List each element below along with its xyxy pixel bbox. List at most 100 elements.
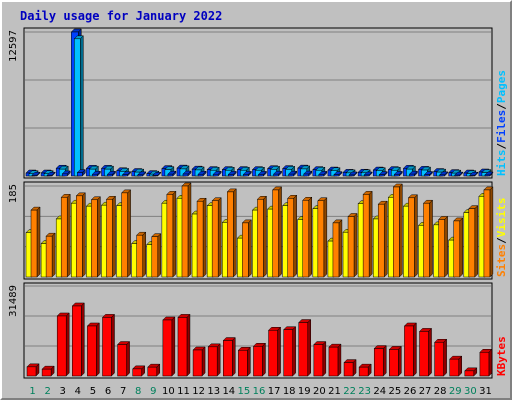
bar-sites: [393, 186, 400, 278]
legend-entry: Files: [495, 110, 508, 143]
day-label: 21: [328, 386, 341, 397]
bar-pages: [424, 174, 430, 177]
bar-sites-side: [308, 196, 312, 278]
bar-sites-side: [278, 186, 282, 278]
bar-sites-side: [353, 212, 358, 278]
bar-pages: [348, 174, 355, 177]
bar-kbytes: [358, 366, 369, 377]
bar-pages: [77, 172, 83, 177]
day-label: 8: [135, 386, 141, 397]
bar-sites: [423, 202, 430, 278]
day-label: 30: [464, 386, 477, 397]
day-label: 13: [207, 386, 220, 397]
bar-sites: [287, 198, 294, 278]
day-label: 28: [434, 386, 447, 397]
bar-sites-side: [217, 197, 222, 278]
legend-entry: /: [495, 103, 508, 110]
day-label: 26: [404, 386, 417, 397]
bar-pages: [122, 174, 128, 177]
day-label: 23: [358, 386, 371, 397]
bar-kbytes-side: [292, 326, 296, 377]
y-max-label-sites-visits: 185: [8, 184, 19, 203]
bar-sites: [377, 203, 385, 278]
bar-files: [74, 38, 81, 177]
bar-sites: [362, 194, 370, 278]
day-label: 20: [313, 386, 326, 397]
bar-kbytes: [238, 350, 248, 377]
day-label: 29: [449, 386, 462, 397]
day-label: 25: [389, 386, 402, 397]
bar-sites: [151, 236, 159, 278]
bar-sites-side: [444, 215, 448, 278]
bar-sites: [181, 185, 189, 278]
bar-kbytes-side: [322, 340, 327, 377]
bar-sites: [106, 199, 113, 278]
bar-sites: [196, 200, 204, 278]
bar-sites-side: [338, 219, 343, 278]
bar-kbytes: [343, 362, 354, 377]
bar-sites-side: [459, 217, 463, 278]
bar-kbytes-side: [262, 342, 266, 377]
legend-entry: Visits: [495, 198, 508, 238]
bar-kbytes: [464, 370, 475, 377]
bar-pages: [243, 174, 249, 177]
bar-pages: [288, 173, 294, 177]
bar-sites: [45, 235, 53, 278]
bar-kbytes: [117, 344, 127, 377]
bar-sites-side: [429, 199, 433, 278]
bar-sites-side: [36, 206, 41, 278]
bar-pages: [258, 174, 264, 177]
bar-sites: [242, 222, 249, 278]
bar-sites-side: [263, 195, 267, 278]
bar-sites-side: [187, 182, 192, 278]
legend-entry: Pages: [495, 70, 508, 103]
bar-kbytes-side: [171, 316, 176, 377]
bar-kbytes-side: [232, 336, 236, 377]
bar-sites-side: [97, 196, 101, 278]
bar-sites: [317, 200, 325, 278]
bar-kbytes: [87, 325, 97, 377]
bar-kbytes: [207, 346, 218, 377]
bar-sites: [76, 195, 83, 278]
bar-kbytes-side: [398, 345, 402, 377]
bar-pages: [197, 174, 204, 177]
legend-kbytes: KBytes: [495, 336, 508, 376]
bar-kbytes: [268, 330, 278, 377]
bar-sites-side: [127, 189, 131, 278]
day-label: 22: [343, 386, 356, 397]
legend-entry: /: [495, 237, 508, 244]
bar-sites: [302, 200, 309, 278]
bar-pages: [484, 174, 491, 177]
bar-sites-side: [112, 195, 116, 278]
bar-pages: [318, 174, 325, 177]
day-label: 18: [283, 386, 296, 397]
bar-kbytes: [253, 346, 263, 377]
bar-pages: [228, 174, 234, 177]
bar-kbytes: [56, 315, 67, 377]
bar-sites: [332, 222, 340, 278]
bar-kbytes: [72, 305, 82, 377]
y-max-label-hits-files: 12597: [8, 30, 19, 62]
day-label: 7: [120, 386, 126, 397]
bar-kbytes: [419, 331, 429, 377]
bar-kbytes: [373, 348, 384, 377]
bar-kbytes-side: [443, 338, 447, 377]
bar-sites-side: [383, 200, 388, 278]
bar-sites: [211, 200, 219, 278]
bar-files-side: [80, 35, 84, 177]
day-label: 17: [268, 386, 281, 397]
bar-pages: [107, 174, 113, 177]
bar-kbytes: [223, 340, 233, 377]
bar-sites-side: [489, 186, 494, 278]
bar-pages: [469, 174, 476, 177]
day-label: 14: [222, 386, 235, 397]
bar-kbytes: [177, 317, 188, 377]
bar-sites-side: [474, 205, 479, 278]
bar-kbytes-side: [247, 346, 251, 377]
bar-sites: [453, 220, 460, 278]
bar-kbytes-side: [201, 346, 206, 377]
bar-kbytes: [404, 325, 414, 377]
bar-kbytes: [313, 344, 324, 377]
bar-sites-side: [66, 193, 71, 278]
